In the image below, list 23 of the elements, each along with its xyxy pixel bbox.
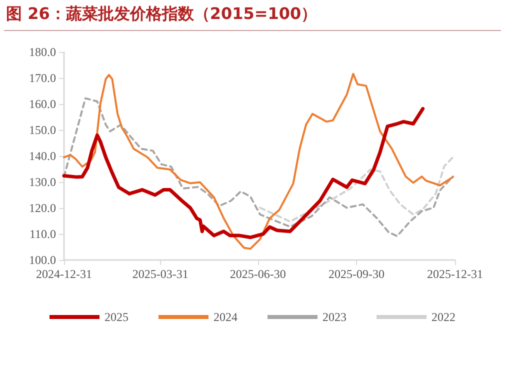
legend-label: 2024 [214,310,238,324]
y-tick-label: 170.0 [29,71,56,85]
y-tick-label: 110.0 [29,227,56,241]
y-tick-label: 160.0 [29,97,56,111]
line-series [62,106,425,240]
y-tick-label: 140.0 [29,149,56,163]
legend-label: 2022 [432,310,456,324]
line-series [63,97,454,238]
x-tick-label: 2025-12-31 [427,267,483,281]
legend-label: 2023 [322,310,346,324]
line-series [63,72,454,250]
x-tick-label: 2024-12-31 [36,267,92,281]
x-tick-label: 2025-06-30 [230,267,286,281]
x-tick-label: 2025-09-30 [328,267,384,281]
y-tick-label: 130.0 [29,175,56,189]
legend-label: 2025 [104,310,128,324]
y-tick-label: 180.0 [29,45,56,59]
x-tick-label: 2025-03-31 [132,267,188,281]
line-series [259,156,454,223]
chart-title: 图 26：蔬菜批发价格指数（2015=100） [6,4,318,25]
y-tick-label: 150.0 [29,123,56,137]
y-tick-label: 120.0 [29,201,56,215]
y-tick-label: 100.0 [29,253,56,267]
